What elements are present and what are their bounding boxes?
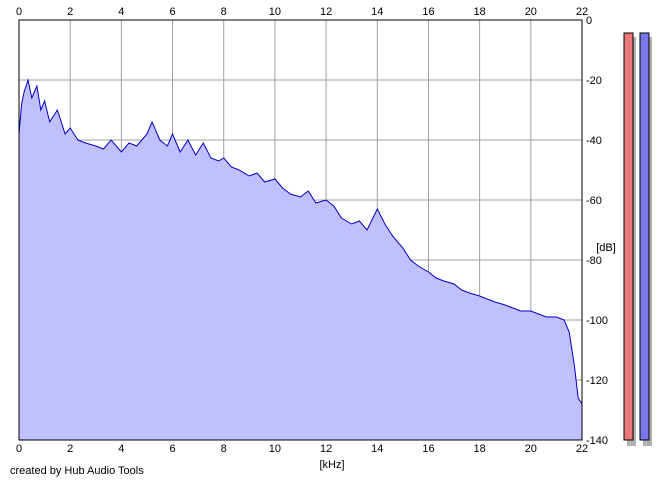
x-tick-label-bottom: 8 bbox=[221, 443, 227, 455]
y-tick-label: 0 bbox=[586, 15, 592, 27]
y-axis-title: [dB] bbox=[596, 242, 616, 254]
level-meters bbox=[623, 32, 652, 446]
x-tick-label-top: 0 bbox=[16, 6, 22, 18]
x-tick-label-bottom: 6 bbox=[169, 443, 175, 455]
spectrum-series bbox=[18, 78, 583, 440]
x-tick-label-bottom: 12 bbox=[320, 443, 332, 455]
credit-text: created by Hub Audio Tools bbox=[10, 465, 144, 477]
spectrum-area-fill bbox=[19, 80, 582, 440]
y-tick-label: -40 bbox=[586, 135, 602, 147]
x-tick-label-top: 2 bbox=[67, 6, 73, 18]
x-tick-label-bottom: 14 bbox=[371, 443, 383, 455]
x-tick-label-bottom: 10 bbox=[269, 443, 281, 455]
y-tick-label: -20 bbox=[586, 75, 602, 87]
y-tick-label: -140 bbox=[586, 435, 608, 447]
x-tick-label-top: 20 bbox=[525, 6, 537, 18]
x-tick-label-top: 18 bbox=[474, 6, 486, 18]
y-tick-label: -60 bbox=[586, 195, 602, 207]
meter-bar-l bbox=[623, 32, 634, 441]
x-axis-title: [kHz] bbox=[319, 459, 344, 471]
x-tick-label-bottom: 2 bbox=[67, 443, 73, 455]
x-tick-label-top: 22 bbox=[576, 6, 588, 18]
x-tick-label-bottom: 16 bbox=[422, 443, 434, 455]
y-tick-label: -100 bbox=[586, 315, 608, 327]
x-tick-label-bottom: 0 bbox=[16, 443, 22, 455]
plot-border bbox=[18, 19, 583, 441]
x-tick-label-top: 10 bbox=[269, 6, 281, 18]
x-tick-label-bottom: 18 bbox=[474, 443, 486, 455]
x-tick-label-bottom: 20 bbox=[525, 443, 537, 455]
spectrum-line-blue bbox=[18, 78, 583, 405]
y-tick-label: -80 bbox=[586, 255, 602, 267]
x-tick-label-top: 16 bbox=[422, 6, 434, 18]
plot-frame bbox=[18, 19, 583, 441]
x-tick-label-bottom: 4 bbox=[118, 443, 124, 455]
y-axis-ticks: 0 -20 -40 -60 -80 -100 -120 -140 bbox=[586, 15, 608, 447]
x-tick-label-top: 6 bbox=[169, 6, 175, 18]
x-tick-label-bottom: 22 bbox=[576, 443, 588, 455]
x-tick-label-top: 8 bbox=[221, 6, 227, 18]
meter-bar-r bbox=[639, 32, 650, 441]
x-tick-label-top: 14 bbox=[371, 6, 383, 18]
x-tick-label-top: 4 bbox=[118, 6, 124, 18]
x-tick-label-top: 12 bbox=[320, 6, 332, 18]
y-tick-label: -120 bbox=[586, 375, 608, 387]
